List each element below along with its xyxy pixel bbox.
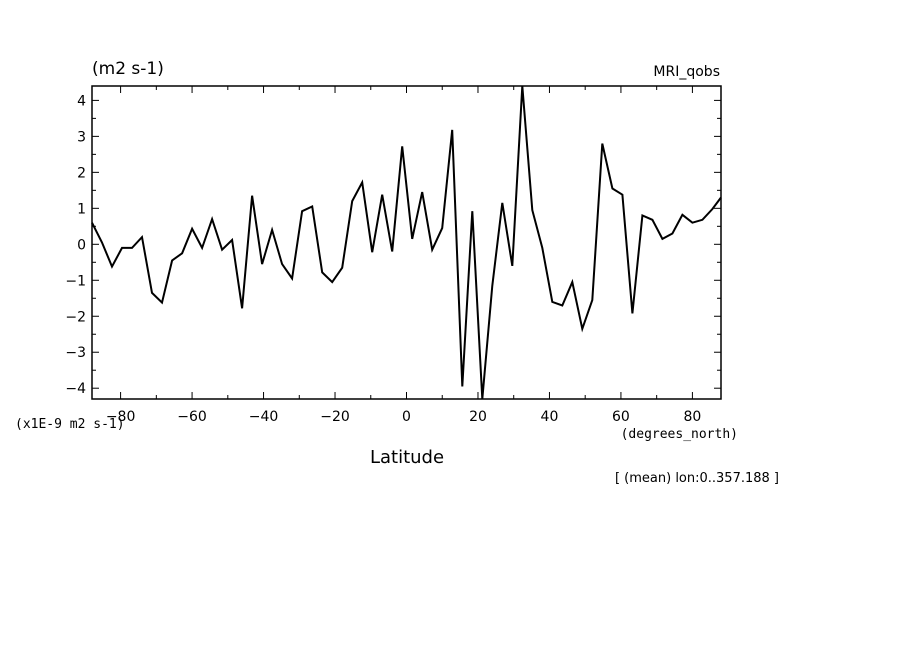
x-tick-label: 60 <box>612 409 630 425</box>
footnote: [ (mean) lon:0..357.188 ] <box>615 471 779 486</box>
x-tick-label: −60 <box>177 409 207 425</box>
x-axis-title: Latitude <box>370 447 444 468</box>
series-line <box>91 85 722 400</box>
x-units-label: (degrees_north) <box>621 427 738 442</box>
x-tick-label: 20 <box>469 409 487 425</box>
unit-label: (m2 s-1) <box>92 59 164 79</box>
x-tick-label: 80 <box>683 409 701 425</box>
plot-frame <box>91 85 722 400</box>
y-tick-label: 1 <box>77 201 86 217</box>
y-tick-label: 0 <box>77 237 86 253</box>
tick-labels: −80 −60 −40 −20 0 20 40 60 80 −4 −3 −2 −1 0 1 2 3 4 <box>65 93 701 425</box>
x-tick-label: 0 <box>402 409 411 425</box>
y-tick-label: −3 <box>65 345 86 361</box>
x-tick-label: −20 <box>320 409 350 425</box>
y-tick-label: 4 <box>77 93 86 109</box>
scale-label: (x1E-9 m2 s-1) <box>15 417 125 432</box>
y-tick-label: 3 <box>77 129 86 145</box>
y-tick-label: −2 <box>65 309 86 325</box>
y-tick-label: −1 <box>65 273 86 289</box>
x-tick-label: −40 <box>249 409 279 425</box>
x-tick-label: −80 <box>106 409 136 425</box>
y-tick-label: 2 <box>77 165 86 181</box>
y-tick-label: −4 <box>65 381 86 397</box>
dataset-label: MRI_qobs <box>653 64 720 80</box>
x-tick-label: 40 <box>541 409 559 425</box>
